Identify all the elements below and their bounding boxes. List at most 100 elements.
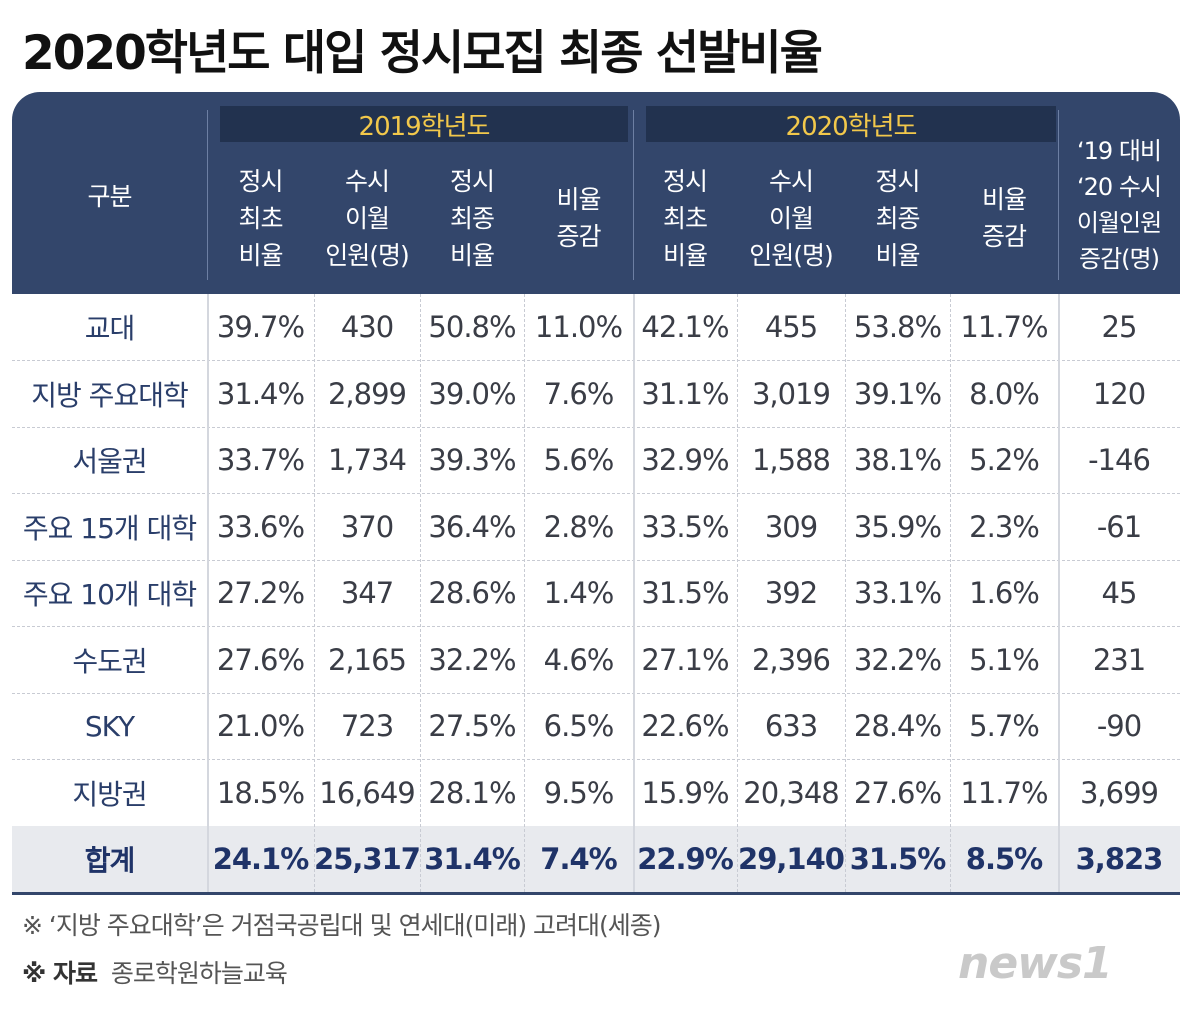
table-cell: -90 — [1096, 709, 1142, 743]
table-cell: 11.7% — [960, 775, 1048, 810]
table-cell: 309 — [764, 509, 818, 544]
column-divider — [950, 294, 951, 892]
table-cell: 27.6% — [216, 642, 305, 677]
table-cell: 11.7% — [960, 310, 1048, 344]
table-cell: 16,649 — [319, 775, 415, 810]
table-cell: 31.1% — [641, 376, 729, 411]
y2020-header-1: 수시 이월 인원(명) — [737, 146, 845, 290]
table-cell: 39.3% — [428, 443, 516, 477]
table-cell: 2.8% — [543, 509, 615, 544]
row-label: 주요 10개 대학 — [22, 578, 197, 611]
y2020-header-line: 최종 — [875, 203, 920, 233]
header-divider — [633, 110, 634, 280]
header-category: 구분 — [12, 106, 207, 286]
source-label: ※ 자료 — [22, 959, 98, 988]
table-cell: 3,699 — [1079, 775, 1159, 810]
header-change-line-1: ‘19 대비 — [1077, 137, 1162, 165]
table-cell: 18.5% — [216, 775, 305, 810]
row-label: 합계 — [84, 844, 136, 877]
y2019-header-line: 비율 — [449, 240, 495, 270]
table-cell: 347 — [340, 576, 394, 610]
table-row: 지방권 18.5% 16,649 28.1% 9.5% 15.9% 20,348 27.6% 1… — [12, 760, 1180, 827]
year-2020-band: 2020학년도 — [646, 106, 1056, 142]
table-cell: 33.5% — [641, 509, 729, 544]
table-cell: 1.4% — [543, 576, 615, 610]
table-cell: 45 — [1101, 576, 1138, 610]
column-divider — [633, 294, 635, 892]
table-cell: 42.1% — [641, 310, 729, 344]
y2020-header-line: 비율 — [662, 240, 708, 270]
table-cell: 33.7% — [216, 443, 305, 477]
table-cell: 27.1% — [641, 642, 729, 677]
table-cell: 1.6% — [969, 576, 1040, 610]
table-cell: 7.6% — [543, 376, 615, 411]
y2020-header-line: 증감 — [981, 222, 1027, 251]
row-label: 서울권 — [72, 445, 147, 478]
table-cell: 25,317 — [314, 842, 421, 876]
y2019-header-line: 인원(명) — [325, 240, 410, 270]
table-cell: 392 — [764, 576, 818, 610]
table-cell: -146 — [1088, 443, 1151, 477]
row-label: 지방권 — [72, 777, 147, 811]
table-row: 수도권 27.6% 2,165 32.2% 4.6% 27.1% 2,396 32.2% 5.1… — [12, 627, 1180, 694]
table-cell: 2,165 — [327, 642, 407, 677]
y2019-header-line: 이월 — [344, 203, 390, 233]
column-divider — [524, 294, 525, 892]
table-cell: 7.4% — [540, 842, 617, 876]
page-title: 2020학년도 대입 정시모집 최종 선발비율 — [22, 26, 823, 81]
table-cell: 5.7% — [969, 709, 1040, 743]
table-cell: 36.4% — [428, 509, 516, 544]
table-cell: 9.5% — [543, 775, 615, 810]
table-cell: 25 — [1101, 310, 1138, 344]
y2019-header-line: 정시 — [238, 166, 283, 196]
table-cell: 53.8% — [853, 310, 942, 344]
table-row: 서울권 33.7% 1,734 39.3% 5.6% 32.9% 1,588 38.1% 5.2… — [12, 427, 1180, 494]
table-cell: 3,019 — [751, 376, 831, 411]
y2020-header-line: 수시 — [768, 166, 814, 196]
table-cell: 31.5% — [849, 842, 947, 876]
table-cell: 8.0% — [969, 376, 1040, 411]
table-cell: -61 — [1096, 509, 1142, 544]
column-divider — [314, 294, 315, 892]
header-change-line-2: ‘20 수시 — [1077, 173, 1162, 201]
table-cell: 21.0% — [216, 709, 305, 743]
table-cell: 723 — [340, 709, 394, 743]
selection-ratio-table: 2019학년도 2020학년도 구분 정시 최초 비율 수시 이월 인원(명) 정시 최종 비율… — [12, 92, 1180, 895]
table-cell: 2,899 — [327, 376, 407, 411]
y2019-header-1: 수시 이월 인원(명) — [314, 146, 420, 290]
table-cell: 633 — [764, 709, 818, 743]
row-label: 주요 15개 대학 — [22, 511, 197, 545]
y2019-header-2: 정시 최종 비율 — [420, 146, 524, 290]
table-row: 주요 10개 대학 27.2% 347 28.6% 1.4% 31.5% 392 33.1% 1… — [12, 560, 1180, 627]
y2020-header-line: 비율 — [981, 185, 1027, 214]
table-cell: 39.1% — [853, 376, 942, 411]
column-divider — [845, 294, 846, 892]
row-label: 수도권 — [72, 644, 147, 678]
table-cell: 32.2% — [428, 642, 516, 677]
y2019-header-0: 정시 최초 비율 — [207, 146, 314, 290]
header-change-line-4: 증감(명) — [1079, 245, 1160, 273]
table-cell: 24.1% — [212, 842, 310, 876]
table-cell: 35.9% — [853, 509, 942, 544]
footnote-regional: ※ ‘지방 주요대학’은 거점국공립대 및 연세대(미래) 고려대(세종) — [22, 911, 662, 940]
table-cell: 28.4% — [853, 709, 942, 743]
y2020-header-line: 이월 — [768, 203, 814, 233]
table-cell: 31.5% — [641, 576, 729, 610]
y2020-header-line: 최초 — [662, 203, 708, 233]
table-row: SKY 21.0% 723 27.5% 6.5% 22.6% 633 28.4% 5.7% -90 — [12, 693, 1180, 760]
table-cell: 22.6% — [641, 709, 729, 743]
table-cell: 28.1% — [428, 775, 516, 810]
table-cell: 5.6% — [543, 443, 615, 477]
y2019-header-3: 비율 증감 — [524, 146, 633, 290]
table-cell: 5.1% — [969, 642, 1040, 677]
table-cell: 32.9% — [641, 443, 729, 477]
table-cell: 27.6% — [853, 775, 942, 810]
table-cell: 1,588 — [751, 443, 831, 477]
table-cell: 120 — [1092, 376, 1146, 411]
table-cell: 27.2% — [216, 576, 305, 610]
y2019-header-line: 비율 — [238, 240, 283, 270]
y2020-header-line: 정시 — [662, 166, 708, 196]
table-cell: 15.9% — [641, 775, 729, 810]
